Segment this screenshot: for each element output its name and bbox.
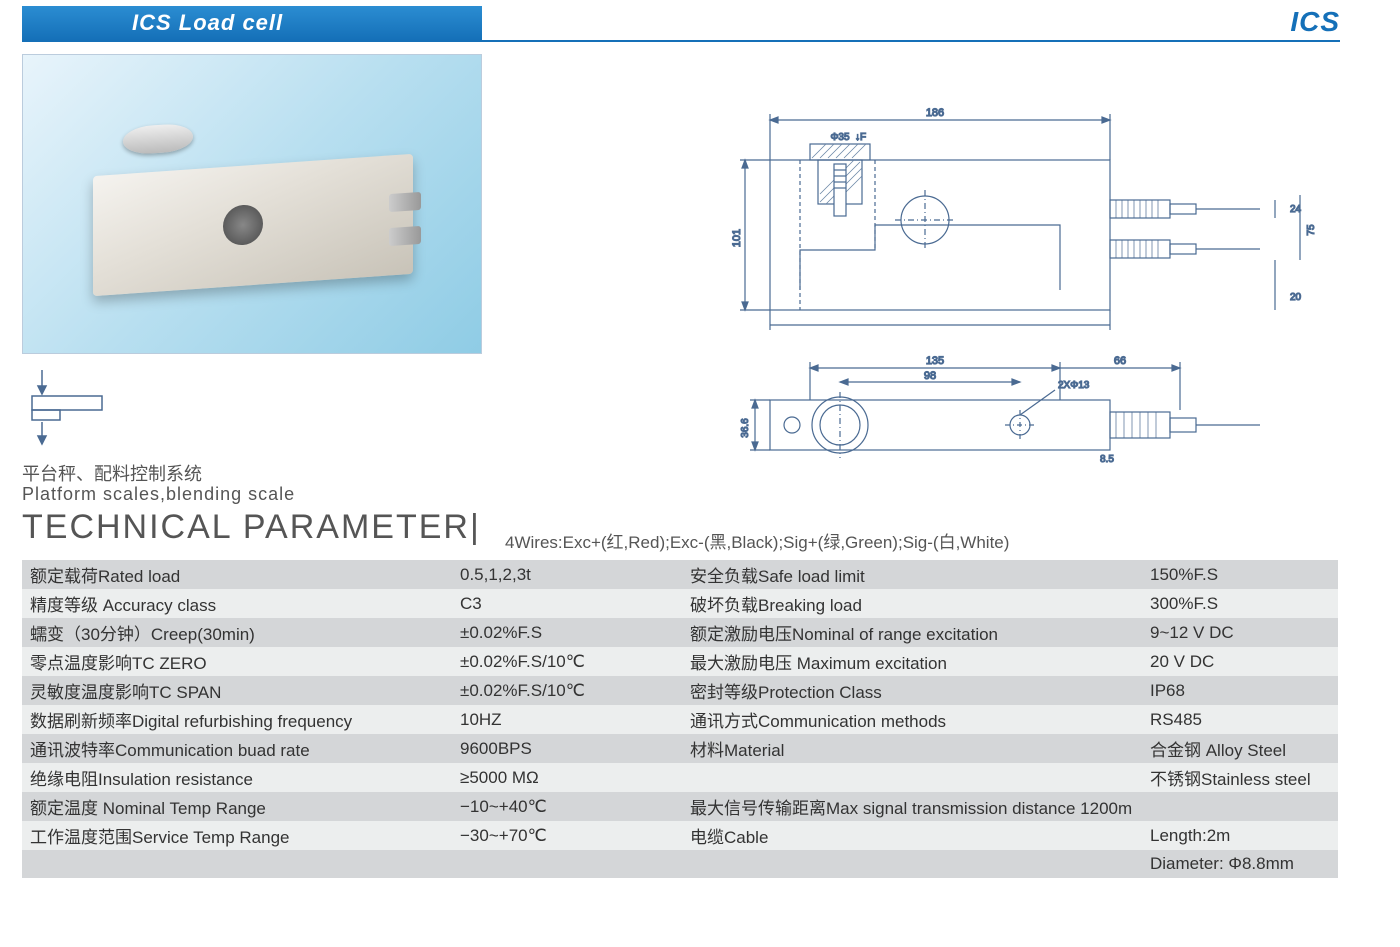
table-row: 额定载荷Rated load0.5,1,2,3t安全负载Safe load li…: [22, 560, 1338, 589]
dim-conn-height: 75: [1306, 224, 1317, 236]
table-row: 额定温度 Nominal Temp Range−10~+40℃最大信号传输距离M…: [22, 792, 1338, 821]
param-value-left: [452, 850, 682, 878]
param-label-right: 材料Material: [682, 734, 1142, 763]
dim-front-width: 186: [926, 107, 944, 119]
table-row: 数据刷新频率Digital refurbishing frequency10HZ…: [22, 705, 1338, 734]
header-bar: ICS Load cell: [22, 6, 482, 40]
param-label-left: 蠕变（30分钟）Creep(30min): [22, 618, 452, 647]
dim-slot: 8.5: [1100, 454, 1114, 465]
param-value-right: 300%F.S: [1142, 589, 1338, 618]
param-label-right: 通讯方式Communication methods: [682, 705, 1142, 734]
header-underline: [22, 40, 1340, 42]
param-value-left: 10HZ: [452, 705, 682, 734]
table-row: 灵敏度温度影响TC SPAN±0.02%F.S/10℃密封等级Protectio…: [22, 676, 1338, 705]
param-label-left: 精度等级 Accuracy class: [22, 589, 452, 618]
param-label-left: 通讯波特率Communication buad rate: [22, 734, 452, 763]
param-label-right: [682, 850, 1142, 878]
param-label-right: 最大激励电压 Maximum excitation: [682, 647, 1142, 676]
loadcell-connector-1: [389, 192, 421, 212]
param-value-right: 20 V DC: [1142, 647, 1338, 676]
param-value-left: ≥5000 MΩ: [452, 763, 682, 792]
section-divider: |: [470, 508, 481, 546]
param-value-right: RS485: [1142, 705, 1338, 734]
section-title-text: TECHNICAL PARAMETER: [22, 508, 470, 546]
param-label-left: 灵敏度温度影响TC SPAN: [22, 676, 452, 705]
param-label-right: [682, 763, 1142, 792]
param-value-right: 不锈钢Stainless steel: [1142, 763, 1338, 792]
table-row: 蠕变（30分钟）Creep(30min)±0.02%F.S额定激励电压Nomin…: [22, 618, 1338, 647]
technical-drawing: 186 101 Φ35 ↓F: [700, 100, 1320, 480]
param-value-right: [1142, 792, 1338, 821]
param-value-left: 9600BPS: [452, 734, 682, 763]
section-title: TECHNICAL PARAMETER|: [22, 508, 481, 547]
param-label-right: 破坏负载Breaking load: [682, 589, 1142, 618]
param-label-right: 密封等级Protection Class: [682, 676, 1142, 705]
param-value-left: −30~+70℃: [452, 821, 682, 850]
application-en: Platform scales,blending scale: [22, 484, 295, 505]
table-row: 绝缘电阻Insulation resistance≥5000 MΩ 不锈钢Stai…: [22, 763, 1338, 792]
dim-conn-bottom: 20: [1290, 292, 1302, 303]
dim-hole-spec: 2XΦ13: [1058, 380, 1090, 391]
loadcell-connector-2: [389, 226, 421, 246]
param-value-left: C3: [452, 589, 682, 618]
param-value-right: 9~12 V DC: [1142, 618, 1338, 647]
param-label-left: 额定载荷Rated load: [22, 560, 452, 589]
param-value-left: −10~+40℃: [452, 792, 682, 821]
param-value-right: 150%F.S: [1142, 560, 1338, 589]
param-label-right: 额定激励电压Nominal of range excitation: [682, 618, 1142, 647]
param-value-left: 0.5,1,2,3t: [452, 560, 682, 589]
param-label-left: 数据刷新频率Digital refurbishing frequency: [22, 705, 452, 734]
param-label-left: [22, 850, 452, 878]
table-row: 通讯波特率Communication buad rate9600BPS材料Mat…: [22, 734, 1338, 763]
param-label-left: 额定温度 Nominal Temp Range: [22, 792, 452, 821]
application-cn: 平台秤、配料控制系统: [22, 460, 202, 486]
table-row: Diameter: Φ8.8mm: [22, 850, 1338, 878]
table-row: 工作温度范围Service Temp Range−30~+70℃电缆CableL…: [22, 821, 1338, 850]
table-row: 精度等级 Accuracy classC3破坏负载Breaking load30…: [22, 589, 1338, 618]
dim-hole-center: 98: [924, 370, 936, 382]
param-value-right: Length:2m: [1142, 821, 1338, 850]
param-label-right: 电缆Cable: [682, 821, 1142, 850]
table-row: 零点温度影响TC ZERO±0.02%F.S/10℃最大激励电压 Maximum…: [22, 647, 1338, 676]
param-value-right: Diameter: Φ8.8mm: [1142, 850, 1338, 878]
param-value-right: 合金钢 Alloy Steel: [1142, 734, 1338, 763]
param-label-right: 安全负载Safe load limit: [682, 560, 1142, 589]
dim-right-span: 66: [1114, 355, 1126, 367]
parameter-table: 额定载荷Rated load0.5,1,2,3t安全负载Safe load li…: [22, 560, 1338, 878]
load-direction-icon: [22, 366, 112, 446]
param-value-left: ±0.02%F.S: [452, 618, 682, 647]
loadcell-cap-illustration: [123, 123, 193, 156]
brand-logo-right: ICS: [1290, 6, 1340, 38]
param-value-left: ±0.02%F.S/10℃: [452, 647, 682, 676]
product-photo: [22, 54, 482, 354]
wiring-note: 4Wires:Exc+(红,Red);Exc-(黑,Black);Sig+(绿,…: [505, 528, 1009, 553]
param-value-right: IP68: [1142, 676, 1338, 705]
dim-front-height: 101: [731, 229, 743, 247]
dim-top-overall: 135: [926, 355, 944, 367]
force-arrow-label: ↓F: [855, 132, 866, 143]
param-label-left: 工作温度范围Service Temp Range: [22, 821, 452, 850]
param-label-right: 最大信号传输距离Max signal transmission distance…: [682, 792, 1142, 821]
param-label-left: 零点温度影响TC ZERO: [22, 647, 452, 676]
param-value-left: ±0.02%F.S/10℃: [452, 676, 682, 705]
param-label-left: 绝缘电阻Insulation resistance: [22, 763, 452, 792]
dim-bolt-dia: Φ35: [830, 132, 850, 143]
dim-top-height: 36.6: [740, 418, 751, 438]
